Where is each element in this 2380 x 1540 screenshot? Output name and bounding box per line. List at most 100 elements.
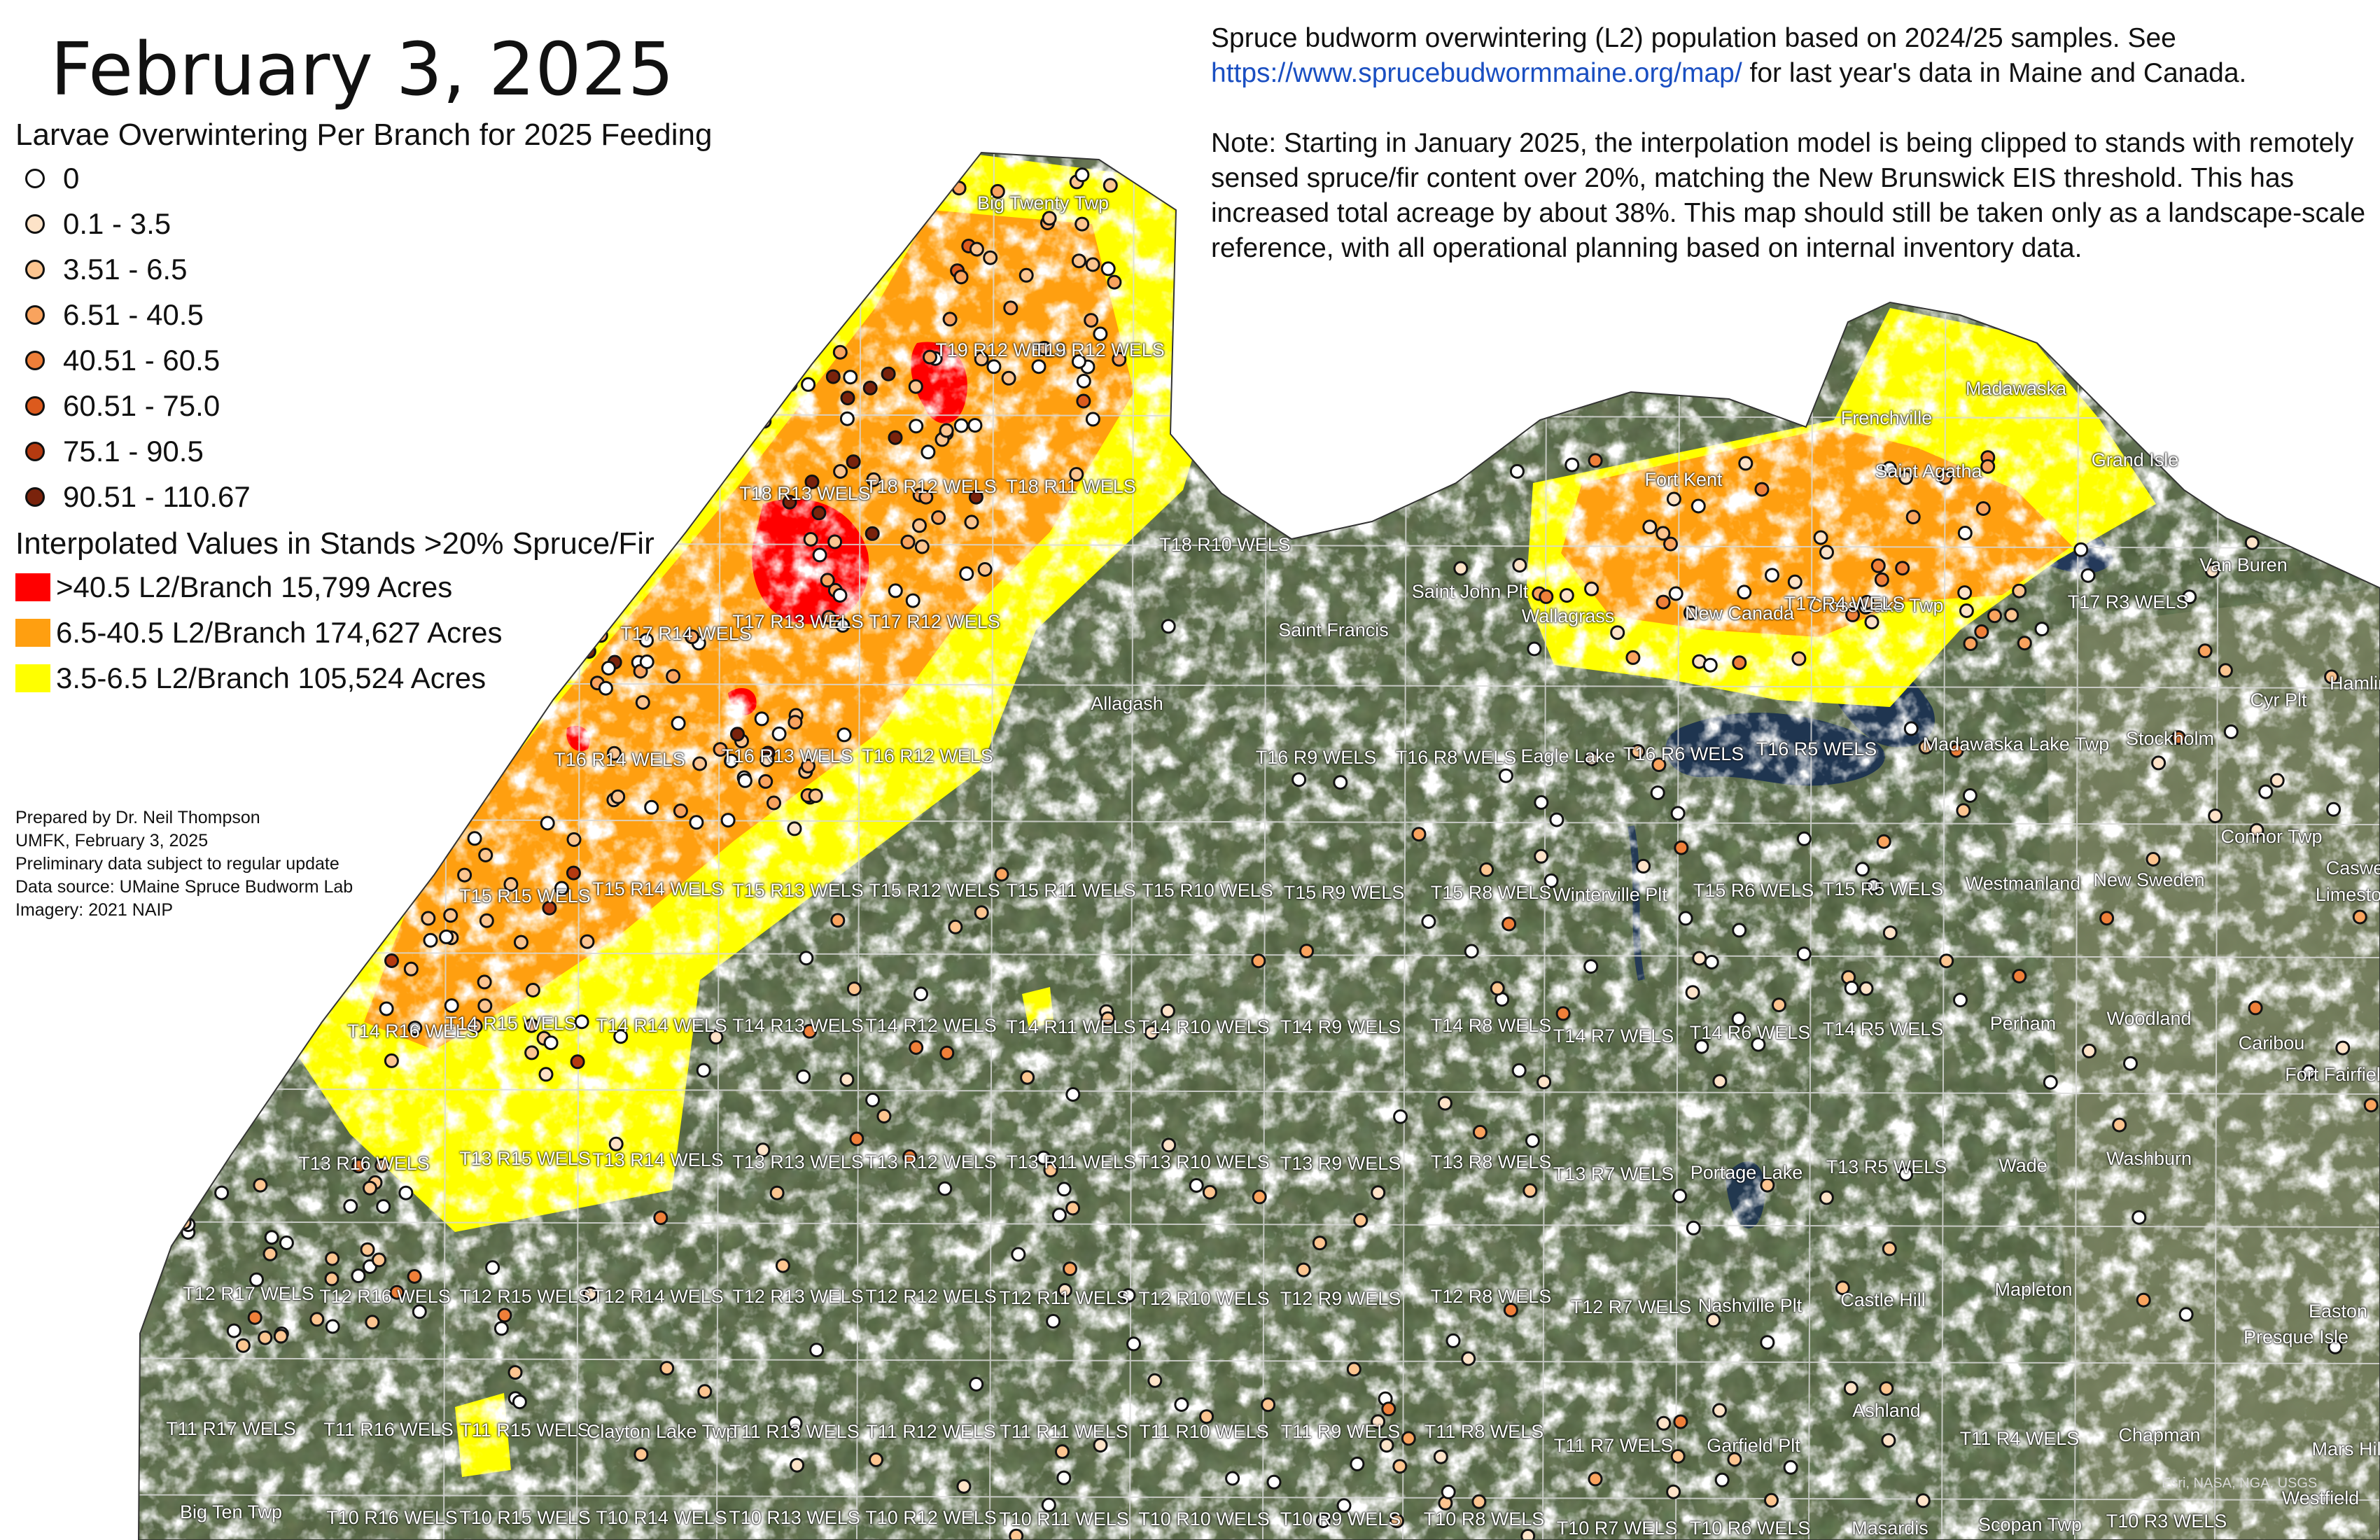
- sample-point: [1411, 827, 1427, 842]
- sample-point: [1464, 944, 1479, 959]
- sample-point: [1760, 1335, 1775, 1350]
- sample-point: [1656, 594, 1671, 610]
- sample-point: [2151, 755, 2166, 771]
- place-label: T14 R11 WELS: [1006, 1016, 1136, 1037]
- sample-point: [788, 1415, 803, 1431]
- place-label: Caswell: [2325, 858, 2380, 878]
- sample-point: [374, 1158, 390, 1173]
- sample-point: [1813, 530, 1828, 545]
- sample-point: [809, 1343, 825, 1358]
- sample-point: [262, 1246, 278, 1261]
- sample-point: [1084, 313, 1099, 328]
- sample-point: [403, 961, 419, 976]
- place-label: T13 R11 WELS: [1006, 1152, 1136, 1172]
- sample-point: [1011, 1247, 1026, 1262]
- sample-point: [1126, 1336, 1141, 1352]
- sample-point: [1957, 585, 1973, 601]
- sample-point: [1031, 359, 1046, 374]
- sample-point: [1043, 1163, 1058, 1178]
- sample-point: [478, 848, 493, 862]
- sample-point: [909, 1040, 924, 1055]
- sample-point: [2182, 589, 2197, 605]
- sample-point: [2223, 724, 2239, 739]
- sample-point: [1963, 636, 1978, 652]
- legend-dot-icon: [25, 350, 45, 370]
- place-label: T10 R8 WELS: [1423, 1508, 1545, 1530]
- place-label: T10 R10 WELS: [1138, 1508, 1270, 1530]
- legend-area-item: 3.5-6.5 L2/Branch 105,524 Acres: [15, 655, 712, 701]
- sample-point: [1764, 1492, 1779, 1508]
- sample-point: [1042, 211, 1057, 226]
- place-label: T16 R14 WELS: [554, 749, 685, 770]
- sample-point: [2328, 1339, 2343, 1354]
- sample-point: [1392, 1459, 1408, 1474]
- sample-point: [801, 377, 816, 392]
- place-label: T15 R13 WELS: [732, 880, 864, 901]
- sample-point: [1401, 1431, 1416, 1446]
- sample-point: [1670, 806, 1686, 821]
- sample-point: [803, 532, 818, 547]
- sample-point: [1843, 1380, 1858, 1396]
- place-label: T10 R9 WELS: [1280, 1508, 1401, 1530]
- place-label: New Sweden: [2093, 869, 2205, 890]
- grid-line: [1941, 153, 1947, 1540]
- sample-point: [2252, 391, 2267, 407]
- sample-point: [1511, 1063, 1527, 1078]
- sample-point: [1876, 834, 1891, 849]
- place-label: T19 R12 WELS: [935, 340, 1067, 360]
- info-intro: Spruce budworm overwintering (L2) popula…: [1211, 23, 2247, 88]
- sample-point: [697, 1384, 713, 1399]
- map-border: [137, 151, 2380, 1540]
- sample-point: [309, 1312, 325, 1327]
- sample-point: [820, 573, 835, 588]
- place-label: T13 R9 WELS: [1280, 1153, 1401, 1174]
- sample-point: [953, 270, 969, 285]
- sample-point: [671, 715, 686, 731]
- sample-point: [1093, 326, 1108, 342]
- info-note: Note: Starting in January 2025, the inte…: [1211, 128, 2366, 263]
- sample-point: [846, 454, 861, 470]
- sample-point: [1041, 1497, 1056, 1513]
- sample-point: [730, 727, 745, 742]
- sample-point: [635, 695, 650, 710]
- sample-point: [613, 1029, 629, 1044]
- place-label: Saint Francis: [1278, 620, 1389, 640]
- legend-area-item: >40.5 L2/Branch 15,799 Acres: [15, 564, 712, 610]
- sample-point: [1266, 1474, 1282, 1490]
- sample-point: [493, 1321, 509, 1336]
- sample-point: [2258, 784, 2274, 799]
- sample-point: [1069, 467, 1084, 482]
- sample-point: [1085, 257, 1100, 272]
- sample-point: [2208, 808, 2223, 824]
- sample-point: [421, 911, 436, 926]
- place-label: T11 R10 WELS: [1139, 1421, 1269, 1442]
- sample-point: [2244, 535, 2260, 550]
- sample-point: [1051, 1208, 1067, 1223]
- sample-point: [538, 1067, 554, 1082]
- sample-point: [1469, 448, 1484, 463]
- sample-point: [1390, 1513, 1404, 1529]
- sample-point: [920, 444, 936, 460]
- sample-point: [1787, 574, 1802, 589]
- sample-point: [639, 633, 654, 648]
- data-link[interactable]: https://www.sprucebudwormmaine.org/map/: [1211, 58, 1742, 88]
- sample-point: [964, 514, 979, 530]
- place-label: T11 R11 WELS: [1000, 1421, 1128, 1442]
- sample-point: [1046, 1314, 1061, 1329]
- sample-point: [524, 1018, 539, 1033]
- place-label: Castle Hill: [1840, 1289, 1926, 1310]
- sample-point: [836, 727, 852, 743]
- area-swatch-icon: [15, 618, 50, 647]
- sample-point: [825, 369, 841, 384]
- place-label: T15 R11 WELS: [1006, 880, 1136, 901]
- place-label: Saint John Plt: [1411, 581, 1529, 602]
- sample-point: [1371, 1185, 1386, 1200]
- legend-points-title: Larvae Overwintering Per Branch for 2025…: [15, 118, 713, 152]
- place-label: T15 R10 WELS: [1142, 880, 1273, 901]
- sample-point: [1512, 558, 1527, 573]
- sample-point: [2145, 409, 2160, 424]
- sample-point: [1663, 536, 1678, 552]
- sample-point: [994, 867, 1009, 882]
- sample-point: [974, 351, 989, 367]
- sample-point: [2218, 663, 2233, 678]
